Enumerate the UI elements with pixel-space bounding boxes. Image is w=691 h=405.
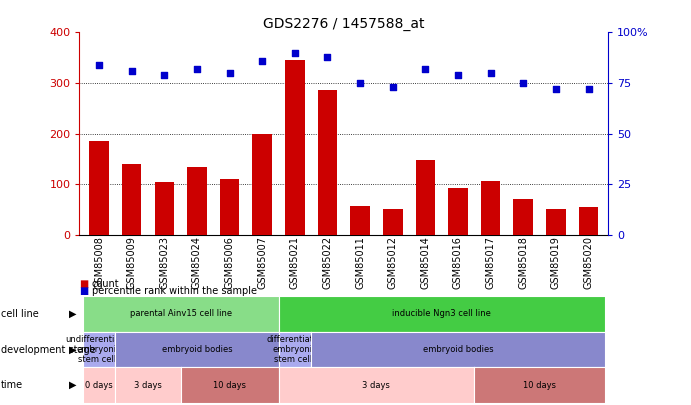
Bar [220, 179, 239, 235]
Point [93, 62, 104, 68]
Text: ■: ■ [79, 286, 88, 296]
Text: 3 days: 3 days [134, 381, 162, 390]
Text: 10 days: 10 days [523, 381, 556, 390]
Bar [415, 160, 435, 235]
Point [550, 86, 561, 92]
Text: 0 days: 0 days [85, 381, 113, 390]
Bar [546, 209, 566, 235]
Text: 3 days: 3 days [363, 381, 390, 390]
Point [453, 72, 464, 78]
Bar [285, 60, 305, 235]
Point [126, 68, 138, 74]
Text: differentiated
embryonic
stem cells: differentiated embryonic stem cells [266, 335, 323, 364]
Text: embryoid bodies: embryoid bodies [423, 345, 493, 354]
Point [290, 49, 301, 56]
Text: time: time [1, 380, 23, 390]
Text: undifferentiated
embryonic
stem cells: undifferentiated embryonic stem cells [65, 335, 133, 364]
Bar [350, 206, 370, 235]
Point [420, 66, 431, 72]
Bar [318, 90, 337, 235]
Point [387, 84, 398, 90]
Point [256, 58, 267, 64]
Point [322, 53, 333, 60]
Bar [383, 209, 402, 235]
Bar [578, 207, 598, 235]
Point [191, 66, 202, 72]
Bar [481, 181, 500, 235]
Bar [513, 200, 533, 235]
Text: cell line: cell line [1, 309, 39, 319]
Point [159, 72, 170, 78]
Text: parental Ainv15 cell line: parental Ainv15 cell line [129, 309, 231, 318]
Text: embryoid bodies: embryoid bodies [162, 345, 232, 354]
Bar [448, 188, 468, 235]
Text: ▶: ▶ [68, 309, 76, 319]
Text: inducible Ngn3 cell line: inducible Ngn3 cell line [392, 309, 491, 318]
Point [485, 70, 496, 76]
Text: count: count [92, 279, 120, 289]
Bar [122, 164, 142, 235]
Bar [252, 134, 272, 235]
Point [518, 80, 529, 86]
Text: percentile rank within the sample: percentile rank within the sample [92, 286, 257, 296]
Text: development stage: development stage [1, 345, 95, 354]
Point [583, 86, 594, 92]
Text: ▶: ▶ [68, 380, 76, 390]
Bar [187, 166, 207, 235]
Title: GDS2276 / 1457588_at: GDS2276 / 1457588_at [263, 17, 424, 31]
Bar [89, 141, 108, 235]
Text: ▶: ▶ [68, 345, 76, 354]
Text: ■: ■ [79, 279, 88, 289]
Point [224, 70, 235, 76]
Point [354, 80, 366, 86]
Text: 10 days: 10 days [213, 381, 246, 390]
Bar [155, 182, 174, 235]
